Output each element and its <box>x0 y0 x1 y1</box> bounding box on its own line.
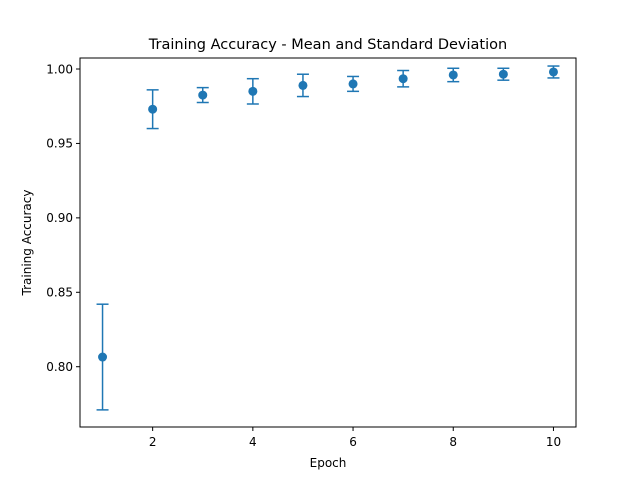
y-tick-label: 1.00 <box>46 62 73 76</box>
data-point <box>398 74 408 84</box>
y-tick-label: 0.85 <box>46 286 73 300</box>
plot-area <box>96 65 560 411</box>
x-tick-label: 6 <box>349 435 357 449</box>
data-point <box>348 79 358 89</box>
chart-title: Training Accuracy - Mean and Standard De… <box>148 37 507 53</box>
x-tick-label: 4 <box>249 435 257 449</box>
data-point <box>148 104 158 114</box>
y-tick-label: 0.95 <box>46 137 73 151</box>
y-axis: 0.80 0.85 0.90 0.95 1.00 <box>46 62 80 374</box>
x-tick-label: 8 <box>449 435 457 449</box>
data-point <box>98 352 108 362</box>
y-axis-label: Training Accuracy <box>20 190 34 297</box>
y-tick-label: 0.90 <box>46 211 73 225</box>
data-point <box>248 86 258 96</box>
y-tick-label: 0.80 <box>46 360 73 374</box>
x-tick-label: 10 <box>546 435 561 449</box>
data-point <box>198 90 208 100</box>
x-axis: 2 4 6 8 10 <box>149 427 561 449</box>
axes-frame <box>79 57 577 428</box>
x-tick-label: 2 <box>149 435 157 449</box>
data-point <box>448 70 458 80</box>
x-axis-label: Epoch <box>310 456 347 470</box>
data-point <box>548 67 558 77</box>
data-point <box>498 69 508 79</box>
data-point <box>298 80 308 90</box>
